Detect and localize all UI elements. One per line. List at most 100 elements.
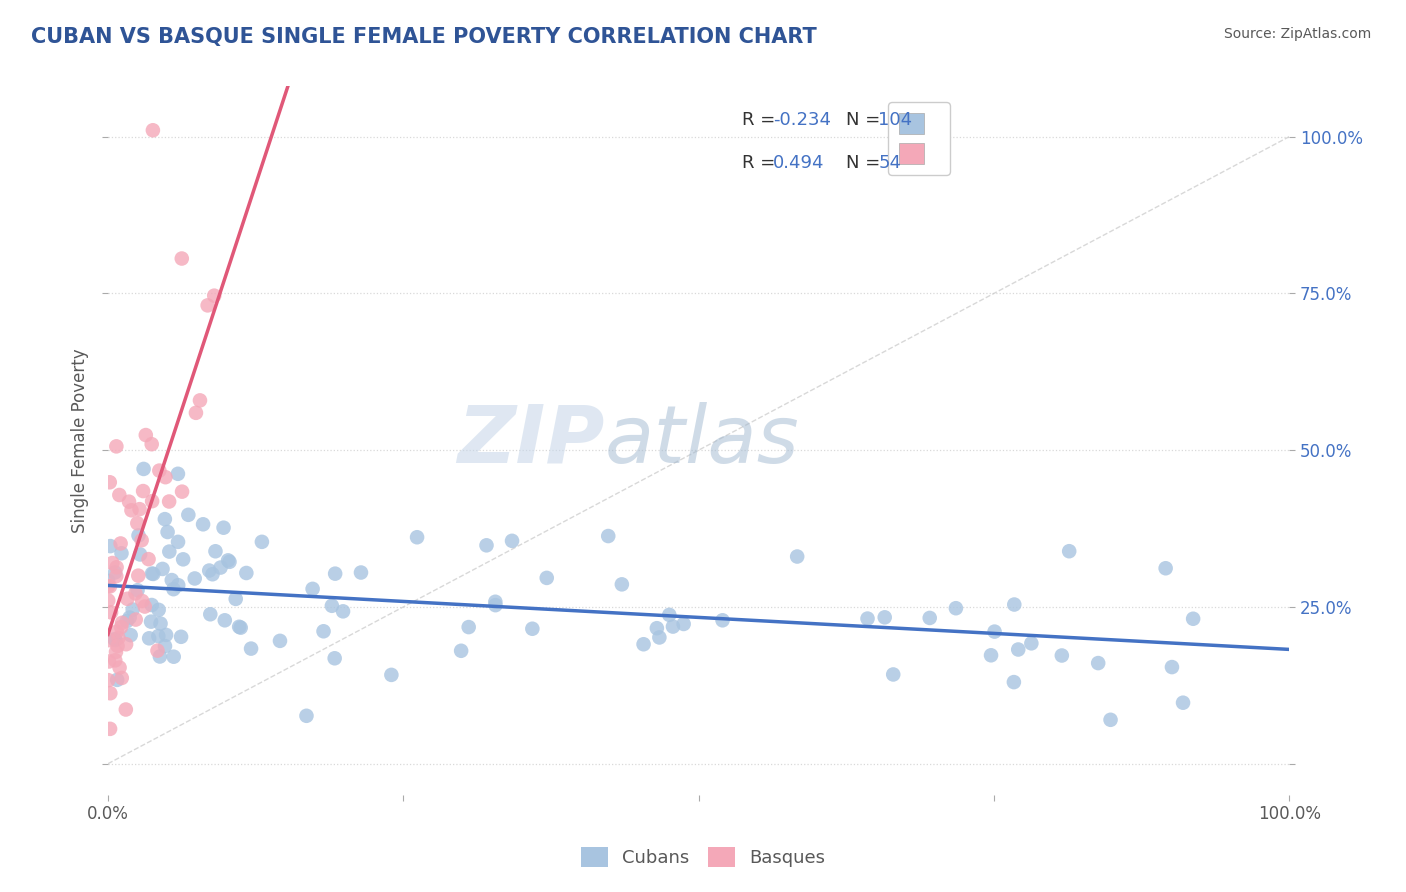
Point xyxy=(229,621,252,635)
Point xyxy=(406,530,429,544)
Point xyxy=(170,630,193,644)
Point xyxy=(197,298,219,312)
Point xyxy=(201,567,224,582)
Point xyxy=(142,123,165,137)
Point xyxy=(149,649,172,664)
Point xyxy=(475,538,498,552)
Point xyxy=(177,508,200,522)
Point xyxy=(250,534,273,549)
Point xyxy=(1182,612,1205,626)
Legend: , : , xyxy=(889,103,949,175)
Point xyxy=(1154,561,1177,575)
Point xyxy=(104,566,127,580)
Point xyxy=(103,632,125,647)
Point xyxy=(153,512,176,526)
Point xyxy=(170,484,193,499)
Text: Source: ZipAtlas.com: Source: ZipAtlas.com xyxy=(1223,27,1371,41)
Point xyxy=(135,428,157,442)
Point xyxy=(170,252,193,266)
Point xyxy=(108,660,131,674)
Point xyxy=(484,598,506,612)
Point xyxy=(536,571,558,585)
Point xyxy=(945,601,967,615)
Point xyxy=(141,437,163,451)
Point xyxy=(97,593,120,607)
Point xyxy=(110,620,132,634)
Point xyxy=(108,488,131,502)
Point xyxy=(105,439,128,453)
Point xyxy=(139,615,162,629)
Point xyxy=(198,564,221,578)
Point xyxy=(97,574,120,588)
Point xyxy=(97,579,120,593)
Point xyxy=(148,603,170,617)
Point xyxy=(214,613,236,627)
Point xyxy=(115,637,138,651)
Point xyxy=(1099,713,1122,727)
Point xyxy=(1087,656,1109,670)
Point xyxy=(153,639,176,653)
Point xyxy=(105,569,128,583)
Text: -0.234: -0.234 xyxy=(773,112,831,129)
Point xyxy=(127,516,149,531)
Point xyxy=(1057,544,1080,558)
Point xyxy=(107,639,129,653)
Point xyxy=(209,560,232,574)
Point xyxy=(118,610,141,624)
Point xyxy=(141,494,163,508)
Point xyxy=(183,572,205,586)
Point xyxy=(105,560,128,574)
Point xyxy=(323,566,346,581)
Point xyxy=(156,524,179,539)
Point xyxy=(128,502,150,516)
Point xyxy=(107,631,129,645)
Point xyxy=(121,503,143,517)
Point xyxy=(155,628,177,642)
Point xyxy=(633,637,655,651)
Point xyxy=(98,655,121,669)
Point xyxy=(786,549,808,564)
Legend: Cubans, Basques: Cubans, Basques xyxy=(574,839,832,874)
Point xyxy=(1171,696,1194,710)
Point xyxy=(167,467,190,481)
Point xyxy=(323,651,346,665)
Point xyxy=(184,406,207,420)
Point xyxy=(98,579,121,593)
Text: ZIP: ZIP xyxy=(457,401,605,480)
Point xyxy=(188,393,211,408)
Point xyxy=(134,599,156,614)
Point xyxy=(295,708,318,723)
Point xyxy=(200,607,222,622)
Point xyxy=(172,552,194,566)
Point xyxy=(522,622,544,636)
Point xyxy=(350,566,373,580)
Point xyxy=(212,521,235,535)
Point xyxy=(162,582,184,597)
Text: CUBAN VS BASQUE SINGLE FEMALE POVERTY CORRELATION CHART: CUBAN VS BASQUE SINGLE FEMALE POVERTY CO… xyxy=(31,27,817,46)
Point xyxy=(138,632,160,646)
Point xyxy=(658,607,681,622)
Point xyxy=(100,539,122,553)
Point xyxy=(117,591,139,606)
Point xyxy=(132,484,155,499)
Y-axis label: Single Female Poverty: Single Female Poverty xyxy=(72,349,89,533)
Point xyxy=(918,611,941,625)
Point xyxy=(645,621,668,635)
Point xyxy=(191,517,214,532)
Point xyxy=(98,686,121,700)
Text: 54: 54 xyxy=(879,153,901,171)
Point xyxy=(131,594,153,608)
Point xyxy=(240,641,263,656)
Point xyxy=(301,582,323,596)
Point xyxy=(1007,642,1029,657)
Point xyxy=(983,624,1005,639)
Text: 104: 104 xyxy=(879,112,912,129)
Point xyxy=(380,668,402,682)
Point xyxy=(111,671,134,685)
Point xyxy=(132,462,155,476)
Point xyxy=(98,722,121,736)
Point xyxy=(218,555,240,569)
Point xyxy=(1161,660,1184,674)
Point xyxy=(202,288,225,302)
Point xyxy=(146,643,169,657)
